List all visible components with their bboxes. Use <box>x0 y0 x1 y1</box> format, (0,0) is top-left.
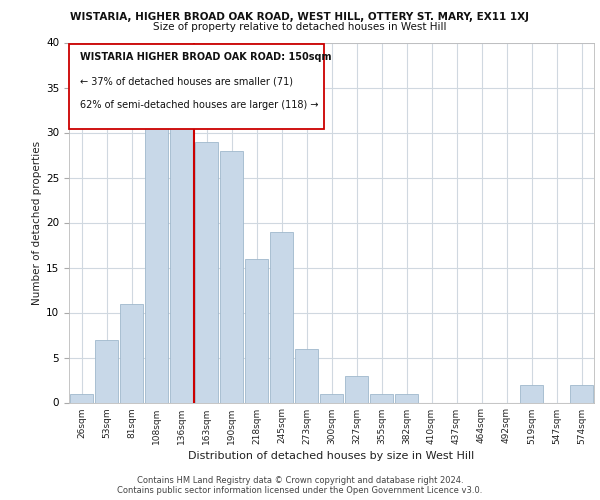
Y-axis label: Number of detached properties: Number of detached properties <box>32 140 42 304</box>
Bar <box>145 106 169 403</box>
Text: 62% of semi-detached houses are larger (118) →: 62% of semi-detached houses are larger (… <box>79 100 318 110</box>
Bar <box>295 348 319 403</box>
Text: Contains HM Land Registry data © Crown copyright and database right 2024.: Contains HM Land Registry data © Crown c… <box>137 476 463 485</box>
Bar <box>269 232 293 402</box>
Bar <box>245 258 268 402</box>
X-axis label: Distribution of detached houses by size in West Hill: Distribution of detached houses by size … <box>188 450 475 460</box>
Bar <box>95 340 118 402</box>
Text: Size of property relative to detached houses in West Hill: Size of property relative to detached ho… <box>153 22 447 32</box>
Bar <box>170 106 193 403</box>
FancyBboxPatch shape <box>69 44 323 129</box>
Text: ← 37% of detached houses are smaller (71): ← 37% of detached houses are smaller (71… <box>79 76 293 86</box>
Bar <box>520 384 544 402</box>
Bar <box>220 150 244 402</box>
Bar <box>194 142 218 402</box>
Bar <box>569 384 593 402</box>
Text: WISTARIA, HIGHER BROAD OAK ROAD, WEST HILL, OTTERY ST. MARY, EX11 1XJ: WISTARIA, HIGHER BROAD OAK ROAD, WEST HI… <box>71 12 530 22</box>
Bar <box>70 394 94 402</box>
Bar <box>395 394 418 402</box>
Bar <box>370 394 394 402</box>
Bar <box>320 394 343 402</box>
Text: WISTARIA HIGHER BROAD OAK ROAD: 150sqm: WISTARIA HIGHER BROAD OAK ROAD: 150sqm <box>79 52 331 62</box>
Text: Contains public sector information licensed under the Open Government Licence v3: Contains public sector information licen… <box>118 486 482 495</box>
Bar <box>344 376 368 402</box>
Bar <box>119 304 143 402</box>
